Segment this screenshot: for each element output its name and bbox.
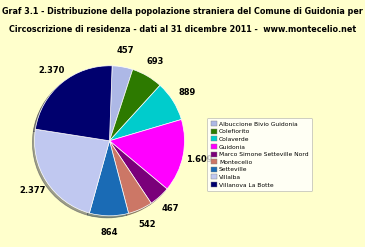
Wedge shape <box>110 66 133 141</box>
Wedge shape <box>110 141 151 213</box>
Legend: Albuccione Bivio Guidonia, Colefiorito, Colaverde, Guidonia, Marco Simone Settev: Albuccione Bivio Guidonia, Colefiorito, … <box>207 118 312 191</box>
Text: 889: 889 <box>178 88 196 97</box>
Text: Circoscrizione di residenza - dati al 31 dicembre 2011 -  www.montecelio.net: Circoscrizione di residenza - dati al 31… <box>9 25 356 34</box>
Wedge shape <box>110 85 181 141</box>
Wedge shape <box>110 69 160 141</box>
Text: 864: 864 <box>100 228 118 237</box>
Wedge shape <box>110 141 167 203</box>
Wedge shape <box>35 66 112 141</box>
Text: 2.370: 2.370 <box>38 66 64 75</box>
Wedge shape <box>34 129 110 213</box>
Text: 2.377: 2.377 <box>19 186 46 195</box>
Wedge shape <box>110 120 185 189</box>
Wedge shape <box>89 141 128 216</box>
Text: 1.609: 1.609 <box>186 155 212 164</box>
Text: 693: 693 <box>147 57 164 66</box>
Text: Graf 3.1 - Distribuzione della popolazione straniera del Comune di Guidonia per: Graf 3.1 - Distribuzione della popolazio… <box>2 7 363 16</box>
Text: 457: 457 <box>117 46 134 55</box>
Text: 542: 542 <box>138 220 156 229</box>
Text: 467: 467 <box>162 205 179 213</box>
